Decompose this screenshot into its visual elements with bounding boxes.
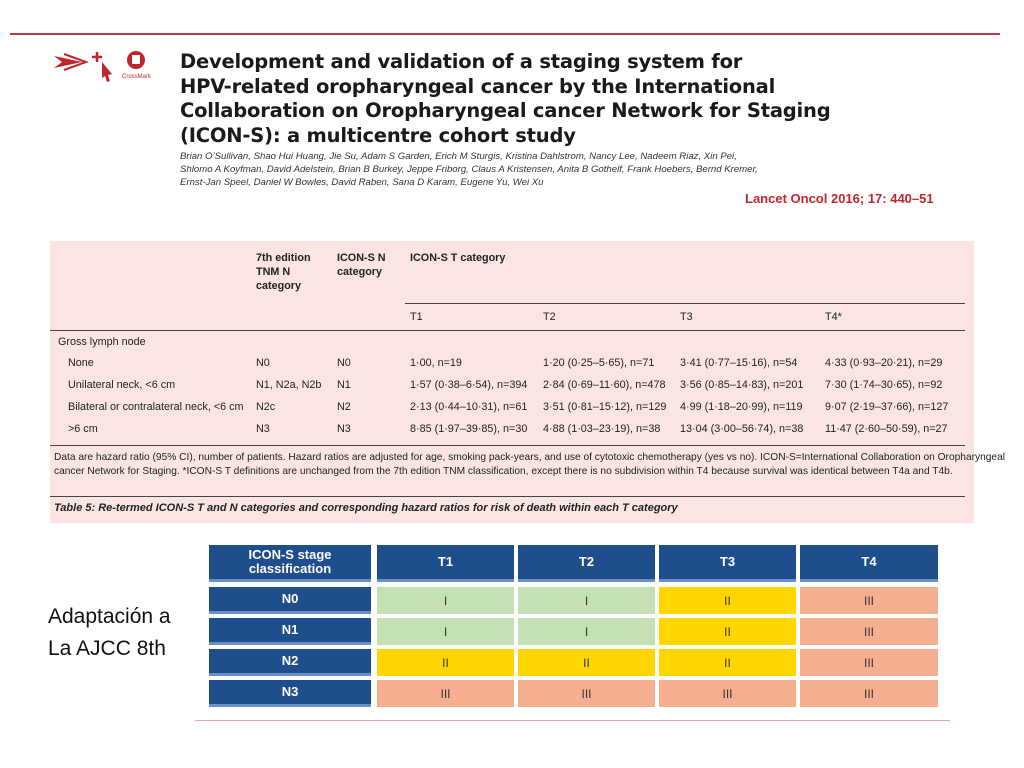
cell: 3·56 (0·85–14·83), n=201	[680, 379, 804, 391]
authors: Brian O’Sullivan, Shao Hui Huang, Jie Su…	[180, 150, 758, 189]
cell: 7·30 (1·74–30·65), n=92	[825, 379, 943, 391]
cell: 8·85 (1·97–39·85), n=30	[410, 423, 528, 435]
t-column-header: T4*	[825, 311, 842, 323]
journal-logos: CrossMark	[54, 51, 152, 82]
cell: N2c	[256, 401, 276, 413]
citation: Lancet Oncol 2016; 17: 440–51	[745, 191, 934, 206]
cell: N1	[337, 379, 351, 391]
header-cell: T1	[377, 545, 514, 582]
cell: >6 cm	[68, 423, 98, 435]
t-column-header: T3	[680, 311, 693, 323]
column-header: ICON-S N category	[337, 252, 386, 278]
top-rule	[10, 33, 1000, 35]
side-line: La AJCC 8th	[48, 637, 166, 660]
cell: 3·41 (0·77–15·16), n=54	[680, 357, 798, 369]
cell: 3·51 (0·81–15·12), n=129	[543, 401, 667, 413]
stage-cell: II	[659, 618, 796, 645]
rule	[50, 496, 965, 497]
cell: N2	[337, 401, 351, 413]
bottom-rule	[195, 720, 950, 721]
stage-cell: II	[659, 587, 796, 614]
cell: Bilateral or contralateral neck, <6 cm	[68, 401, 244, 413]
caption: Table 5: Re-termed ICON-S T and N catego…	[54, 502, 678, 514]
cell: N0	[256, 357, 270, 369]
logo-label: CrossMark	[122, 74, 152, 80]
rule	[50, 445, 965, 446]
author-line: Brian O’Sullivan, Shao Hui Huang, Jie Su…	[180, 151, 737, 162]
cell: 13·04 (3·00–56·74), n=38	[680, 423, 804, 435]
footnote: cancer Network for Staging. *ICON-S T de…	[54, 466, 953, 477]
stage-cell: III	[518, 680, 655, 707]
stage-cell: III	[800, 680, 938, 707]
stage-cell: I	[518, 587, 655, 614]
row-header: N1	[209, 618, 371, 645]
stage-cell: I	[518, 618, 655, 645]
author-line: Shlomo A Koyfman, David Adelstein, Brian…	[180, 164, 758, 175]
column-header: ICON-S T category	[410, 252, 506, 264]
stage-cell: I	[377, 587, 514, 614]
column-header: 7th edition TNM N category	[256, 252, 311, 292]
stage-cell: III	[800, 649, 938, 676]
cell: 2·13 (0·44–10·31), n=61	[410, 401, 528, 413]
side-label: Adaptación a La AJCC 8th	[48, 601, 171, 665]
paper-title: Development and validation of a staging …	[180, 50, 831, 148]
stage-cell: II	[659, 649, 796, 676]
header-cell: T4	[800, 545, 938, 582]
cell: N3	[256, 423, 270, 435]
stage-cell: III	[800, 618, 938, 645]
cell: 11·47 (2·60–50·59), n=27	[825, 423, 948, 435]
side-line: Adaptación a	[48, 605, 171, 628]
row-header: N3	[209, 680, 371, 707]
header-cell: T2	[518, 545, 655, 582]
cell: 9·07 (2·19–37·66), n=127	[825, 401, 949, 413]
cell: 4·88 (1·03–23·19), n=38	[543, 423, 661, 435]
title-line: Collaboration on Oropharyngeal cancer Ne…	[180, 99, 831, 122]
row-header: N2	[209, 649, 371, 676]
stage-cell: II	[377, 649, 514, 676]
cell: Unilateral neck, <6 cm	[68, 379, 176, 391]
title-line: Development and validation of a staging …	[180, 50, 743, 73]
cell: N1, N2a, N2b	[256, 379, 322, 391]
stage-cell: III	[800, 587, 938, 614]
cell: None	[68, 357, 94, 369]
rule	[405, 303, 965, 304]
cell: 4·99 (1·18–20·99), n=119	[680, 401, 803, 413]
cell: N3	[337, 423, 351, 435]
cell: N0	[337, 357, 351, 369]
stage-cell: III	[377, 680, 514, 707]
title-line: HPV-related oropharyngeal cancer by the …	[180, 74, 776, 98]
t-column-header: T1	[410, 311, 423, 323]
rule	[50, 330, 965, 331]
header-cell: T3	[659, 545, 796, 582]
footnote: Data are hazard ratio (95% CI), number o…	[54, 452, 1006, 463]
cell: 2·84 (0·69–11·60), n=478	[543, 379, 666, 391]
t-column-header: T2	[543, 311, 556, 323]
row-header: N0	[209, 587, 371, 614]
group-label: Gross lymph node	[58, 336, 146, 348]
cell: 1·00, n=19	[410, 357, 462, 369]
hazard-table: 7th edition TNM N category ICON-S N categ…	[50, 241, 1005, 523]
stage-cell: III	[659, 680, 796, 707]
cell: 1·57 (0·38–6·54), n=394	[410, 379, 528, 391]
stage-cell: I	[377, 618, 514, 645]
title-line: (ICON-S): a multicentre cohort study	[180, 123, 576, 147]
cell: 1·20 (0·25–5·65), n=71	[543, 357, 655, 369]
author-line: Ernst-Jan Speel, Daniel W Bowles, David …	[180, 177, 544, 188]
header-cell: ICON-S stage classification	[209, 545, 371, 582]
cell: 4·33 (0·93–20·21), n=29	[825, 357, 943, 369]
stage-cell: II	[518, 649, 655, 676]
